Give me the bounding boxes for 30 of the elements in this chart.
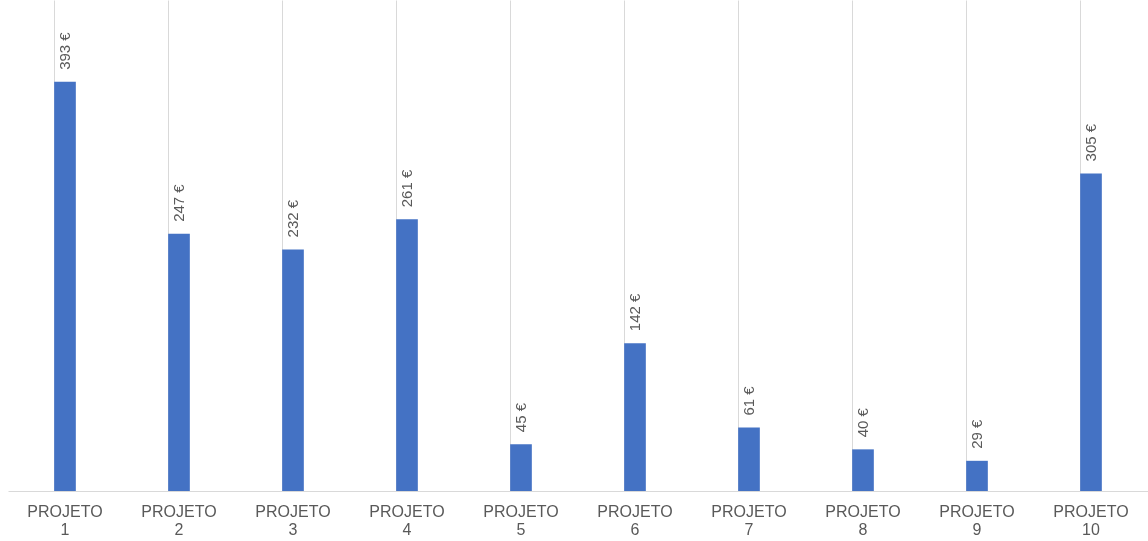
data-label: 45 € — [512, 402, 529, 433]
data-label: 29 € — [968, 418, 985, 449]
bar — [54, 81, 76, 491]
data-label: 232 € — [284, 199, 301, 238]
data-label: 393 € — [56, 31, 73, 70]
bar — [282, 249, 304, 491]
data-label: 261 € — [398, 169, 415, 208]
x-tick-label: PROJETO 10 — [1053, 502, 1129, 538]
bar — [396, 219, 418, 491]
x-tick-label: PROJETO 1 — [27, 502, 103, 538]
x-tick-label: PROJETO 7 — [711, 502, 787, 538]
bar — [852, 449, 874, 491]
x-tick-label: PROJETO 6 — [597, 502, 673, 538]
data-label: 247 € — [170, 183, 187, 222]
data-label: 142 € — [626, 292, 643, 332]
bar — [966, 460, 988, 491]
data-label: 61 € — [740, 385, 757, 416]
data-label: 40 € — [854, 407, 871, 438]
x-tick-label: PROJETO 4 — [369, 502, 445, 538]
bar — [738, 427, 760, 491]
x-tick-label: PROJETO 5 — [483, 502, 559, 538]
bar — [1080, 173, 1102, 491]
x-tick-label: PROJETO 9 — [939, 502, 1015, 538]
data-label: 305 € — [1082, 123, 1099, 162]
bar — [624, 343, 646, 491]
x-tick-label: PROJETO 8 — [825, 502, 901, 538]
bar — [510, 444, 532, 491]
x-tick-label: PROJETO 3 — [255, 502, 331, 538]
x-tick-label: PROJETO 2 — [141, 502, 217, 538]
bar — [168, 233, 190, 491]
